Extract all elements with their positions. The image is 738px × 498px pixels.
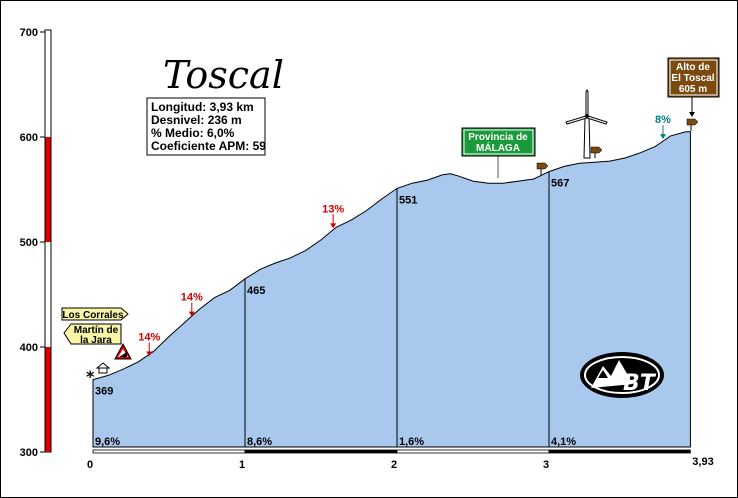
x-tick-label-2: 2: [391, 459, 397, 471]
segment-label-2: 1,6%: [399, 436, 424, 448]
sign-alto-line3: 605 m: [679, 84, 707, 95]
sign-provincia-malaga: Provincia de MÁLAGA: [461, 127, 536, 178]
x-axis-ticks: 0 1 2 3: [87, 459, 549, 471]
sign-provincia-board: [461, 127, 536, 157]
sign-martin-line1: Martín de: [74, 325, 119, 336]
brown-arrow-2-head: [590, 146, 603, 154]
info-box: Longitud: 3,93 km Desnivel: 236 m % Medi…: [146, 97, 266, 156]
brown-arrow-1-head: [536, 162, 549, 170]
sign-alto-line2: El Toscal: [671, 73, 714, 84]
gradient-arrow-head-2: [330, 223, 337, 229]
sign-alto-el-toscal: Alto de El Toscal 605 m: [667, 57, 720, 117]
info-box-frame: [146, 97, 266, 156]
wind-turbine-hub: [585, 114, 589, 118]
wind-turbine-blade-left: [565, 115, 588, 125]
bt-logo-mountains: [591, 360, 633, 388]
altitude-label-0: 369: [95, 386, 113, 398]
sign-provincia-line2: MÁLAGA: [476, 141, 520, 154]
altitude-label-3: 567: [551, 178, 569, 190]
sign-provincia-line1: Provincia de: [468, 132, 528, 143]
bt-logo-mountain-shade: [598, 370, 608, 378]
sign-alto-line1: Alto de: [676, 62, 710, 73]
x-tick-label-0: 0: [87, 459, 93, 471]
x-tick-label-1: 1: [239, 459, 245, 471]
wind-turbine-blade-right: [586, 115, 608, 125]
y-axis-ticks: 300 400 500 600 700: [20, 27, 45, 459]
x-tick-label-3: 3: [543, 459, 549, 471]
sign-los-corrales: Los Corrales: [61, 307, 129, 321]
altitude-label-1: 465: [247, 285, 265, 297]
altitude-label-2: 551: [399, 194, 417, 206]
km-divider-lines: [244, 171, 550, 447]
wind-turbine-icon: [565, 88, 608, 159]
sign-alto-pointer-head: [689, 112, 695, 117]
chart-title: Toscal: [163, 53, 284, 97]
altitude-bar-red-segments: [45, 137, 51, 452]
gradient-label-1: 14%: [181, 292, 203, 304]
y-tick-label-4: 700: [20, 27, 38, 39]
profile-area: [92, 131, 691, 448]
altitude-bar: [44, 29, 52, 453]
wind-turbine-tower: [583, 116, 591, 159]
info-apm: Coeficiente APM: 59: [151, 139, 266, 153]
gradient-label-0: 14%: [138, 332, 160, 344]
house-icon-body: [98, 367, 108, 374]
y-tick-label-2: 500: [20, 237, 38, 249]
segment-label-3: 4,1%: [551, 436, 576, 448]
info-medio: % Medio: 6,0%: [151, 126, 235, 140]
sign-los-corrales-label: Los Corrales: [62, 310, 124, 321]
bt-logo-ring: [584, 356, 660, 394]
gradient-label-3: 8%: [655, 114, 671, 126]
bottom-bar-km-1: [244, 449, 398, 454]
gradient-arrow-head-1: [188, 311, 195, 317]
info-desnivel: Desnivel: 236 m: [151, 113, 242, 127]
sign-alto-board: [667, 57, 720, 98]
sign-los-corrales-shape: [61, 307, 129, 321]
brown-arrow-3-head: [686, 118, 699, 126]
sign-martin-line2: la Jara: [80, 335, 112, 346]
bottom-bar-km-3: [548, 449, 691, 454]
sign-alto-inner-border: [669, 59, 718, 96]
bottom-distance-bar: [92, 449, 691, 454]
sign-martin-shape: [63, 323, 122, 345]
brown-arrow-3-icon: [686, 118, 699, 131]
bottom-bar-km-0: [92, 449, 246, 454]
info-longitud: Longitud: 3,93 km: [151, 100, 254, 114]
y-tick-label-1: 400: [20, 342, 38, 354]
gradient-arrow-head-3: [660, 134, 666, 140]
bt-logo: BT: [580, 352, 664, 398]
altitude-bar-red-1: [45, 347, 51, 452]
sign-martin-de-la-jara: Martín de la Jara: [63, 323, 122, 346]
house-icon-roof: [95, 362, 111, 369]
altitude-bar-red-2: [45, 137, 51, 242]
house-icon: [95, 362, 111, 374]
y-tick-label-3: 600: [20, 132, 38, 144]
altitude-labels: 369 465 551 567: [95, 178, 569, 398]
segment-label-1: 8,6%: [247, 436, 272, 448]
sign-provincia-inner-border: [463, 129, 534, 155]
segment-gradient-labels: 9,6% 8,6% 1,6% 4,1%: [95, 436, 576, 448]
gradient-arrow-head-0: [146, 351, 153, 357]
brown-arrow-2-icon: [590, 146, 603, 158]
gradient-label-2: 13%: [322, 203, 344, 215]
warning-slope-icon: [114, 342, 132, 360]
bt-logo-text: BT: [623, 371, 657, 396]
brown-arrow-1-icon: [536, 162, 549, 175]
x-end-label: 3,93: [692, 456, 713, 468]
gradient-annotations: 14% 14% 13% 8%: [138, 114, 671, 357]
start-asterisk-icon: *: [86, 367, 95, 386]
y-tick-label-0: 300: [20, 447, 38, 459]
warning-slope-mark: [119, 352, 127, 357]
wind-turbine-blade-up: [585, 88, 589, 116]
segment-label-0: 9,6%: [95, 436, 120, 448]
bottom-bar-km-2: [396, 449, 550, 454]
